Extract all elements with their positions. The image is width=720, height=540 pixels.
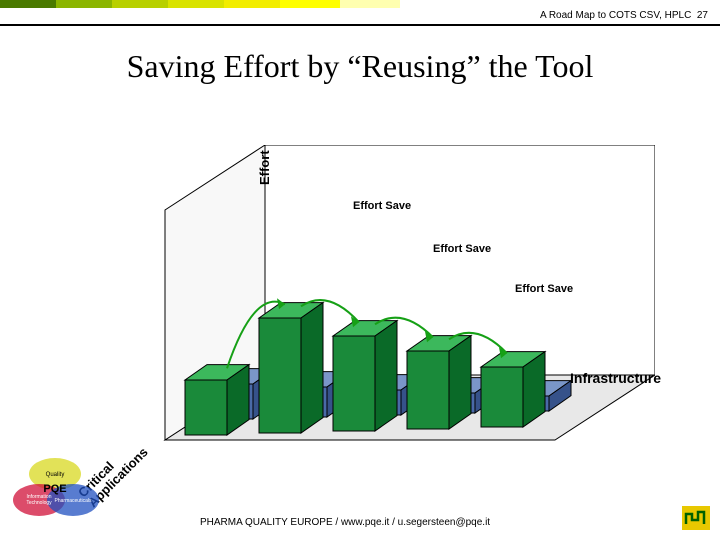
header-meta-text: A Road Map to COTS CSV, HPLC (540, 10, 691, 21)
stripe-seg (280, 0, 340, 8)
header-underline (0, 24, 720, 26)
effort-save-label-2: Effort Save (433, 243, 491, 255)
effort-save-label-1: Effort Save (353, 200, 411, 212)
stripe-seg (0, 0, 56, 8)
chart-ylabel: Effort (257, 150, 272, 185)
venn-pharma-label: Pharmaceuticals (55, 498, 92, 504)
stripe-seg (340, 0, 400, 8)
header-stripe (0, 0, 400, 8)
pqe-text: PQE (43, 483, 66, 495)
chart-svg (155, 145, 655, 445)
stripe-seg (224, 0, 280, 8)
infrastructure-label: Infrastructure (570, 370, 661, 386)
venn-it-label-2: Technology (26, 500, 52, 506)
stripe-seg (112, 0, 168, 8)
stripe-seg (168, 0, 224, 8)
stripe-seg (56, 0, 112, 8)
effort-chart: Effort Effort Save Effort Save Effort Sa… (155, 145, 655, 445)
page-title: Saving Effort by “Reusing” the Tool (0, 48, 720, 85)
footer-text: PHARMA QUALITY EUROPE / www.pqe.it / u.s… (200, 517, 490, 528)
header-meta: A Road Map to COTS CSV, HPLC 27 (540, 10, 708, 21)
page-number: 27 (697, 10, 708, 21)
effort-save-label-3: Effort Save (515, 283, 573, 295)
corner-logo (682, 506, 710, 530)
venn-quality-label: Quality (46, 472, 65, 478)
pqe-logo: Quality Information Technology Pharmaceu… (5, 452, 155, 532)
